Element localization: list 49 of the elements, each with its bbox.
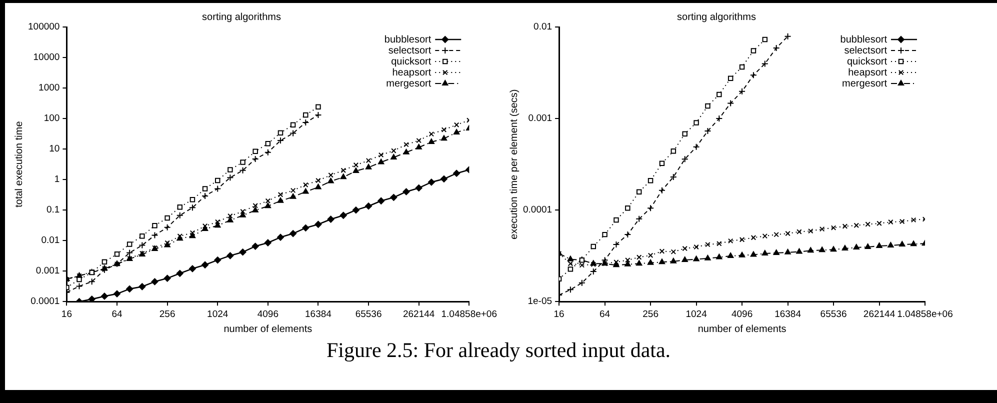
x-tick-label: 16 [554, 308, 564, 320]
y-tick-label: 0.001 [528, 113, 552, 124]
x-tick-label: 65536 [820, 308, 847, 320]
x-tick-label: 64 [112, 308, 122, 320]
x-axis-title: number of elements [698, 324, 786, 335]
legend-label: quicksort [846, 56, 888, 68]
x-tick-label: 262144 [402, 308, 435, 320]
x-tick-label: 4096 [257, 308, 278, 320]
x-tick-label: 64 [600, 308, 610, 320]
legend-label: bubblesort [840, 34, 888, 46]
x-tick-label: 1024 [207, 308, 228, 320]
legend-label: quicksort [391, 56, 432, 68]
legend-label: heapsort [848, 67, 888, 78]
x-tick-label: 1.04858e+06 [897, 308, 953, 320]
x-tick-label: 65536 [355, 308, 382, 320]
y-tick-label: 0.01 [41, 235, 60, 246]
legend-label: selectsort [844, 45, 888, 56]
x-tick-label: 256 [159, 308, 176, 320]
chart-title: sorting algorithms [202, 12, 281, 23]
x-tick-label: 256 [642, 308, 658, 320]
y-tick-label: 0.01 [534, 22, 552, 33]
x-tick-label: 16384 [305, 308, 332, 320]
y-tick-label: 0.0001 [30, 296, 60, 308]
x-tick-label: 16 [61, 308, 72, 320]
x-tick-label: 4096 [731, 308, 753, 320]
y-tick-label: 0.0001 [522, 204, 552, 216]
y-axis-title: total execution time [14, 120, 25, 208]
y-tick-label: 0.001 [36, 266, 60, 277]
y-tick-label: 1 [54, 174, 60, 186]
y-tick-label: 1000 [38, 82, 60, 94]
x-tick-label: 1024 [686, 308, 707, 320]
legend-label: heapsort [392, 67, 432, 78]
caption: Figure 2.5: For already sorted input data. [325, 338, 672, 363]
legend-label: mergesort [842, 78, 888, 90]
legend-label: bubblesort [384, 34, 432, 46]
x-axis-title: number of elements [224, 324, 312, 335]
y-axis-title: execution time per element (secs) [508, 89, 520, 240]
y-tick-label: 100000 [28, 22, 60, 33]
legend-label: selectsort [388, 45, 432, 56]
y-tick-label: 1e-05 [528, 296, 552, 308]
x-tick-label: 1.04858e+06 [441, 308, 498, 320]
y-tick-label: 10 [49, 144, 60, 155]
x-tick-label: 262144 [863, 308, 896, 320]
y-tick-label: 100 [44, 113, 60, 124]
legend-label: mergesort [386, 78, 432, 90]
y-tick-label: 0.1 [46, 204, 60, 216]
chart-title: sorting algorithms [677, 12, 756, 23]
y-tick-label: 10000 [33, 52, 60, 64]
x-tick-label: 16384 [774, 308, 801, 320]
